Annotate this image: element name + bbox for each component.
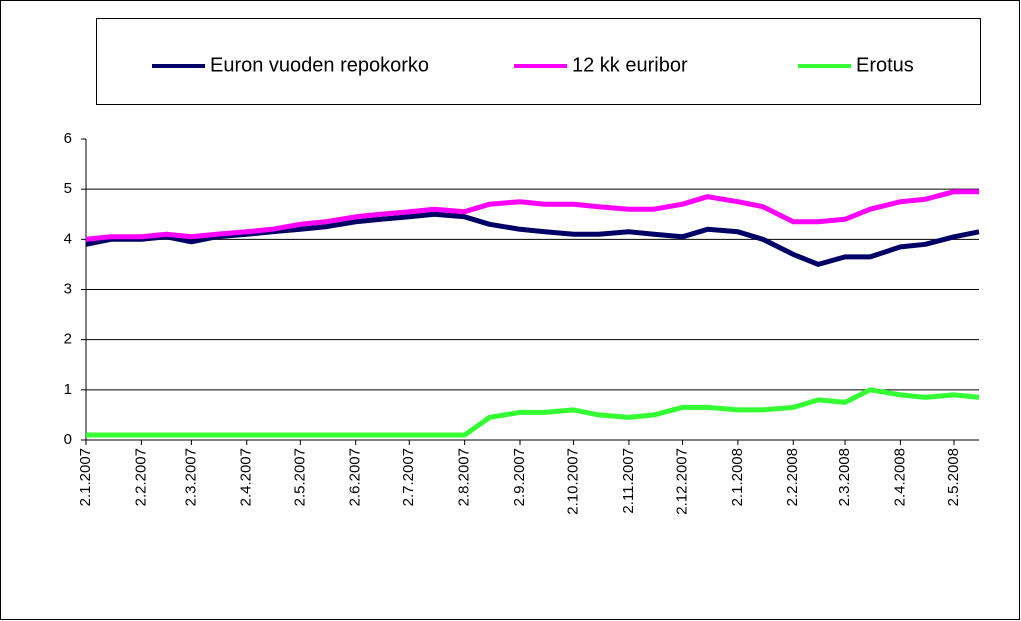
x-tick-label: 2.4.2007 <box>238 448 255 506</box>
series-line <box>86 387 980 438</box>
y-tick-label: 6 <box>64 130 72 147</box>
x-tick-label: 2.2.2008 <box>784 448 801 506</box>
x-tick-label: 2.1.2007 <box>77 448 94 506</box>
x-tick-label: 2.10.2007 <box>565 448 582 515</box>
x-tick-label: 2.5.2007 <box>291 448 308 506</box>
x-tick-label: 2.11.2007 <box>620 448 637 514</box>
series-line <box>85 189 979 242</box>
x-tick-label: 2.2.2007 <box>132 448 149 506</box>
x-tick-label: 2.6.2007 <box>347 448 364 506</box>
x-tick-label: 2.5.2008 <box>945 448 962 506</box>
x-tick-label: 2.1.2008 <box>729 448 746 506</box>
x-tick-label: 2.4.2008 <box>891 448 908 506</box>
x-tick-label: 2.7.2007 <box>400 448 417 506</box>
y-tick-label: 0 <box>64 431 72 448</box>
y-tick-label: 5 <box>64 180 72 197</box>
legend-label: Euron vuoden repokorko <box>210 54 429 76</box>
x-tick-label: 2.3.2007 <box>182 448 199 506</box>
y-tick-label: 4 <box>64 230 72 247</box>
x-tick-label: 2.8.2007 <box>456 448 473 506</box>
x-tick-label: 2.9.2007 <box>511 448 528 506</box>
y-tick-label: 1 <box>64 381 72 398</box>
x-tick-label: 2.12.2007 <box>673 448 690 515</box>
legend-label: Erotus <box>856 54 914 76</box>
y-tick-label: 3 <box>64 280 72 297</box>
x-tick-label: 2.3.2008 <box>836 448 853 506</box>
legend-box <box>96 18 981 105</box>
y-tick-label: 2 <box>64 331 72 348</box>
legend-label: 12 kk euribor <box>572 54 688 76</box>
